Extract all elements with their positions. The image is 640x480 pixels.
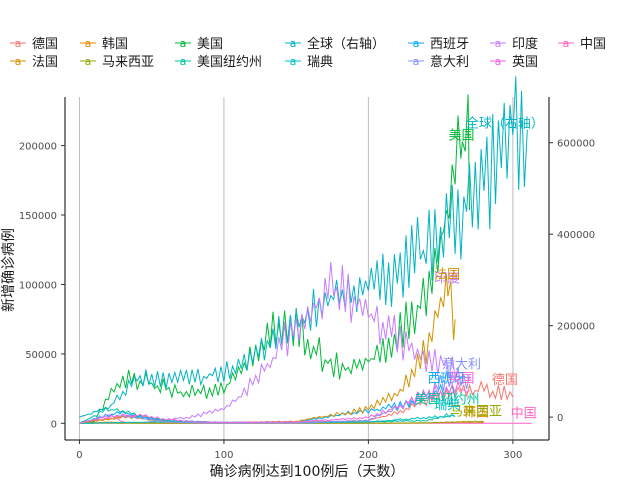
legend-label: 韩国 (102, 37, 128, 52)
legend-label: 全球（右轴） (307, 36, 385, 52)
legend-label: 美国 (197, 37, 223, 52)
y2-tick-label: 600000 (557, 139, 595, 150)
series-end-label-0: 德国 (492, 373, 518, 388)
series-end-label-1: 韩国 (463, 406, 489, 421)
legend-item-5: a 印度 (490, 36, 538, 52)
legend-key-glyph: a (85, 37, 92, 50)
series-end-label-10: 瑞典 (434, 398, 460, 413)
legend-label: 马来西亚 (102, 55, 154, 70)
gridlines (78, 97, 514, 440)
legend-item-10: a 瑞典 (285, 55, 333, 70)
series-end-label-12: 英国 (449, 372, 475, 387)
series-end-label-3: 全球（右轴） (466, 116, 544, 132)
legend-label: 美国纽约州 (197, 55, 262, 70)
legend-key-glyph: a (290, 37, 297, 50)
legend-key-glyph: a (290, 55, 297, 68)
legend-key-glyph: a (15, 37, 22, 50)
x-tick-label: 100 (214, 450, 233, 461)
legend-key-glyph: a (563, 37, 570, 50)
x-tick-label: 0 (76, 450, 82, 461)
legend-item-2: a 美国 (175, 37, 223, 52)
y2-tick-label: 400000 (557, 230, 595, 241)
y-tick-label: 200000 (19, 142, 57, 153)
series-end-label-7: 法国 (434, 267, 460, 282)
legend-key-glyph: a (495, 55, 502, 68)
legend-label: 德国 (32, 37, 58, 52)
plot-series (79, 76, 532, 424)
series-end-label-9: 美国纽约州 (415, 392, 480, 407)
y-tick-label: 50000 (25, 350, 57, 361)
x-tick-label: 200 (359, 450, 378, 461)
legend-item-0: a 德国 (10, 37, 58, 52)
legend-label: 法国 (32, 55, 58, 70)
series-end-label-11: 意大利 (442, 357, 481, 373)
legend-label: 西班牙 (430, 37, 469, 52)
legend-label: 瑞典 (307, 55, 333, 70)
legend-key-glyph: a (15, 55, 22, 68)
series-end-label-4: 西班牙 (428, 372, 467, 387)
series-end-label-5: 印度 (434, 271, 460, 287)
legend-item-7: a 法国 (10, 55, 58, 70)
legend-item-4: a 西班牙 (408, 37, 469, 52)
legend-item-3: a 全球（右轴） (285, 36, 385, 52)
legend: a 德国 a 韩国 a 美国 a 全球（右轴） a 西班牙 a 印度 a 中国 a 法国 a 马来西亚 a 美国纽约州… (10, 36, 606, 70)
legend-item-12: a 英国 (490, 55, 538, 70)
legend-item-6: a 中国 (558, 37, 606, 52)
series-end-label-6: 中国 (511, 406, 537, 421)
legend-key-glyph: a (85, 55, 92, 68)
y2-tick-label: 200000 (557, 322, 595, 333)
series-end-label-8: 马来西亚 (450, 404, 502, 419)
x-tick-label: 300 (503, 450, 522, 461)
y-tick-label: 0 (51, 419, 57, 430)
legend-label: 印度 (512, 36, 538, 52)
series-end-label-2: 美国 (449, 129, 475, 144)
legend-key-glyph: a (495, 37, 502, 50)
axes: 0 100 200 300 0 50000 100000 150000 200000 0 20000… (19, 97, 595, 461)
y-axis-title: 新增确诊病例 (1, 228, 17, 312)
legend-item-1: a 韩国 (80, 37, 128, 52)
legend-item-9: a 美国纽约州 (175, 55, 262, 70)
legend-item-8: a 马来西亚 (80, 55, 154, 70)
legend-key-glyph: a (413, 55, 420, 68)
y2-tick-label: 0 (557, 413, 563, 424)
y-tick-label: 150000 (19, 211, 57, 222)
legend-key-glyph: a (180, 37, 187, 50)
y-tick-label: 100000 (19, 280, 57, 291)
legend-item-11: a 意大利 (408, 54, 469, 70)
legend-key-glyph: a (180, 55, 187, 68)
legend-label: 中国 (580, 37, 606, 52)
legend-label: 英国 (512, 55, 538, 70)
legend-key-glyph: a (413, 37, 420, 50)
legend-label: 意大利 (430, 54, 469, 70)
x-axis-title: 确诊病例达到100例后（天数） (210, 464, 405, 480)
series-line-7 (79, 273, 456, 424)
series-line-12 (79, 380, 470, 424)
